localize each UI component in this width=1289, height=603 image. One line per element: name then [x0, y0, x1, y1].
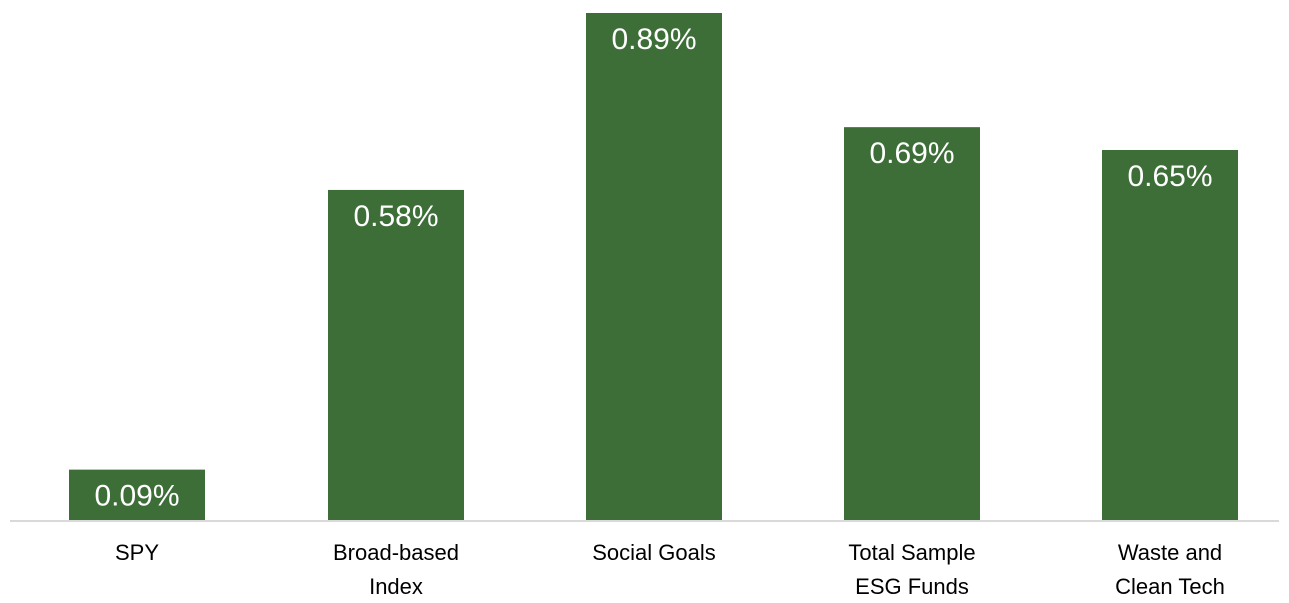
category-label-line: Broad-based	[333, 540, 459, 565]
bars-group: 0.09% 0.58% 0.89% 0.69% 0.65%	[69, 13, 1238, 522]
bar-0	[69, 469, 205, 521]
category-label-line: SPY	[115, 540, 159, 565]
category-label-3: Total Sample ESG Funds	[848, 540, 975, 599]
bar-3	[844, 127, 980, 522]
category-label-line: ESG Funds	[855, 574, 969, 599]
bar-value-label-1: 0.58%	[353, 200, 438, 233]
category-label-1: Broad-based Index	[333, 540, 459, 599]
bar-1	[328, 189, 464, 521]
bar-value-label-3: 0.69%	[869, 137, 954, 170]
category-label-2: Social Goals	[592, 540, 716, 565]
category-label-4: Waste and Clean Tech	[1115, 540, 1225, 599]
bar-4	[1102, 149, 1238, 521]
category-label-0: SPY	[115, 540, 159, 565]
bar-value-label-2: 0.89%	[611, 23, 696, 56]
category-label-line: Clean Tech	[1115, 574, 1225, 599]
bar-2	[586, 13, 722, 521]
category-labels-group: SPY Broad-based Index Social Goals Total Sam…	[115, 540, 1225, 599]
bar-value-label-0: 0.09%	[94, 480, 179, 513]
category-label-line: Waste and	[1118, 540, 1222, 565]
category-label-line: Index	[369, 574, 423, 599]
bar-value-label-4: 0.65%	[1127, 160, 1212, 193]
category-label-line: Social Goals	[592, 540, 716, 565]
category-label-line: Total Sample	[848, 540, 975, 565]
